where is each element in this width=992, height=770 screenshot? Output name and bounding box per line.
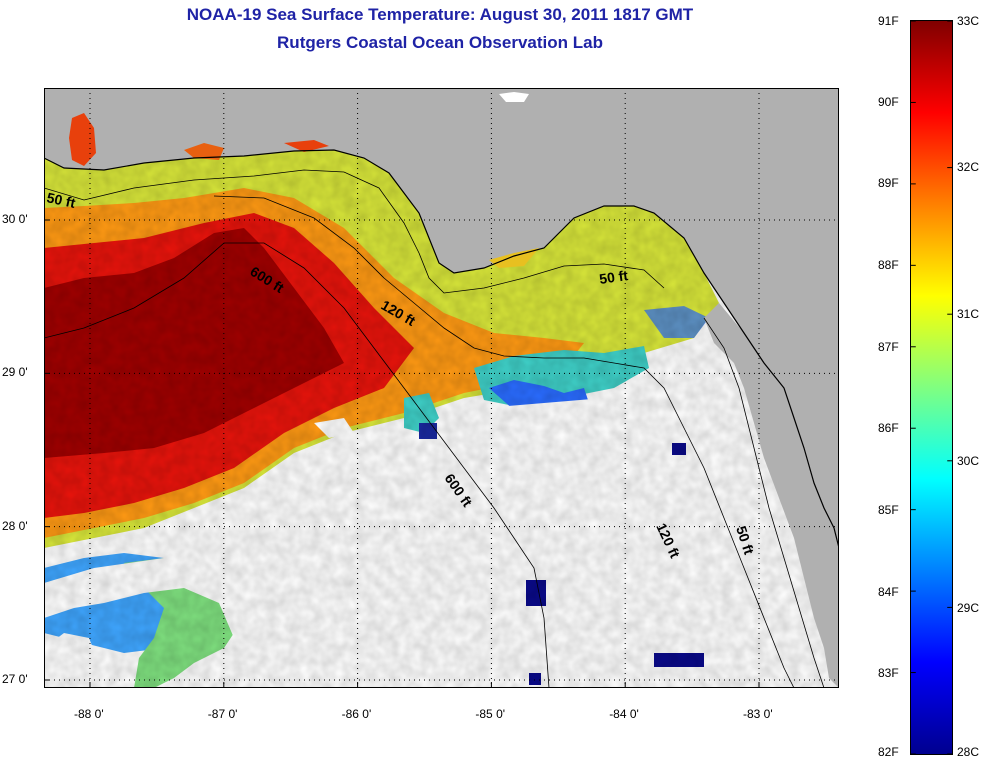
sst-map: 50 ft 600 ft 120 ft 50 ft 600 ft 120 ft … bbox=[44, 88, 839, 688]
lat-tick-label: 27 0' bbox=[2, 672, 28, 686]
lat-tick-label: 30 0' bbox=[2, 212, 28, 226]
colorbar-c-label: 29C bbox=[957, 601, 980, 615]
lon-tick-label: -84 0' bbox=[609, 707, 639, 721]
colorbar-f-label: 86F bbox=[878, 421, 899, 436]
graticule bbox=[44, 88, 839, 688]
lat-tick-label: 29 0' bbox=[2, 365, 28, 380]
lon-tick-label: -83 0' bbox=[743, 707, 773, 721]
lat-tick-label: 28 0' bbox=[2, 518, 28, 533]
chart-subtitle: Rutgers Coastal Ocean Observation Lab bbox=[277, 33, 603, 52]
colorbar-c-label: 31C bbox=[957, 307, 980, 321]
colorbar-c-label: 33C bbox=[957, 14, 980, 28]
colorbar-f-label: 91F bbox=[878, 14, 899, 28]
contour-label-50ft-big-bend: 50 ft bbox=[598, 267, 629, 287]
contour-120ft bbox=[213, 195, 795, 688]
contour-600ft bbox=[44, 242, 550, 688]
axis-ticks bbox=[44, 219, 760, 688]
lon-tick-label: -88 0' bbox=[74, 707, 104, 721]
lon-tick-label: -87 0' bbox=[207, 707, 238, 721]
bay-mobile bbox=[69, 113, 96, 166]
colorbar-f-label: 82F bbox=[878, 745, 899, 759]
colorbar-c-label: 30C bbox=[957, 454, 980, 468]
contour-50ft-north bbox=[44, 169, 665, 294]
contour-50ft-east bbox=[703, 317, 825, 688]
land-florida bbox=[704, 88, 839, 688]
land-north bbox=[44, 88, 839, 548]
colorbar-c-label: 32C bbox=[957, 160, 980, 174]
colorbar-f-label: 89F bbox=[878, 176, 899, 191]
contour-label-50ft-west: 50 ft bbox=[45, 189, 77, 211]
colorbar-f-label: 90F bbox=[878, 94, 899, 109]
colorbar bbox=[910, 20, 953, 755]
chart-title: NOAA-19 Sea Surface Temperature: August … bbox=[186, 5, 694, 24]
lon-tick-label: -85 0' bbox=[475, 707, 506, 721]
bay-pensacola bbox=[184, 143, 224, 160]
colorbar-f-label: 84F bbox=[878, 584, 899, 599]
colorbar-f-label: 87F bbox=[878, 339, 899, 354]
cloud-land-speck bbox=[499, 92, 529, 102]
bay-choctaw bbox=[284, 140, 329, 152]
colorbar-f-label: 85F bbox=[878, 503, 899, 517]
plot-frame bbox=[44, 88, 839, 688]
colorbar-f-label: 83F bbox=[878, 666, 899, 681]
colorbar-c-label: 28C bbox=[957, 745, 980, 759]
coastline bbox=[44, 149, 839, 549]
lon-tick-label: -86 0' bbox=[341, 707, 372, 721]
colorbar-f-label: 88F bbox=[878, 258, 899, 272]
colorbar-gradient bbox=[911, 21, 952, 754]
